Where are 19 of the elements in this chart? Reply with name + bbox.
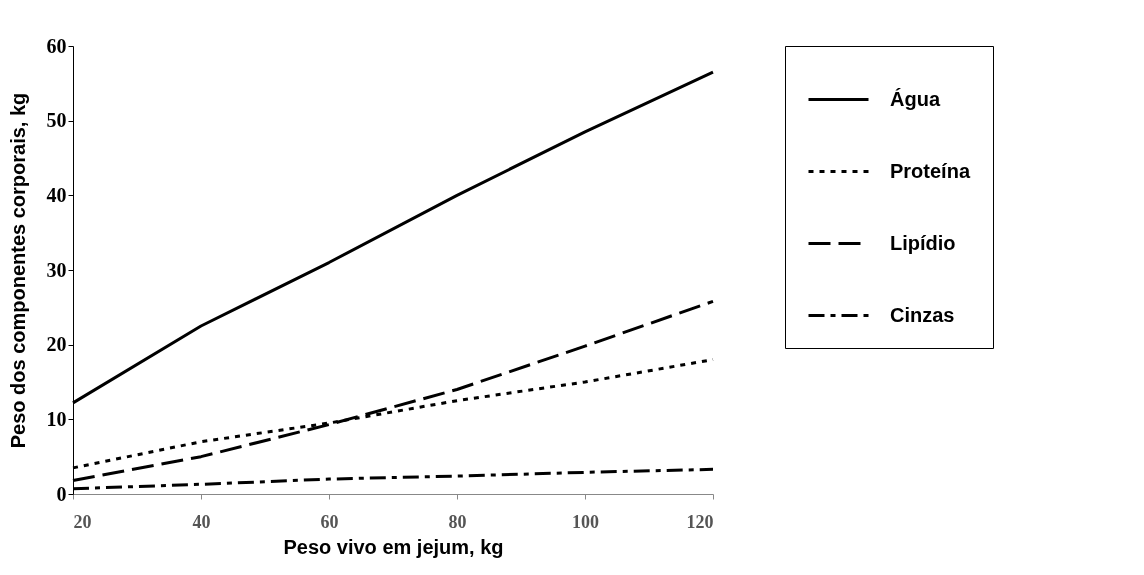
y-tick-label: 30 [46,258,67,281]
y-tick-label: 60 [46,34,67,57]
x-tick-label: 20 [73,511,92,532]
x-tick-label: 40 [192,511,211,532]
y-tick-label: 0 [56,482,67,505]
legend-label: Lipídio [890,231,956,254]
y-tick-label: 10 [46,407,67,430]
y-tick-label: 40 [46,183,67,206]
x-tick-label: 100 [572,511,599,532]
legend-label: Água [890,87,941,110]
x-tick-label: 80 [448,511,467,532]
x-tick-label: 60 [320,511,339,532]
legend-label: Cinzas [890,303,955,326]
x-axis-title: Peso vivo em jejum, kg [283,535,504,558]
y-axis-title: Peso dos componentes corporais, kg [6,92,29,449]
y-tick-label: 50 [46,109,67,132]
legend-label: Proteína [890,159,971,182]
y-tick-label: 20 [46,333,67,356]
x-tick-label: 120 [686,511,714,532]
